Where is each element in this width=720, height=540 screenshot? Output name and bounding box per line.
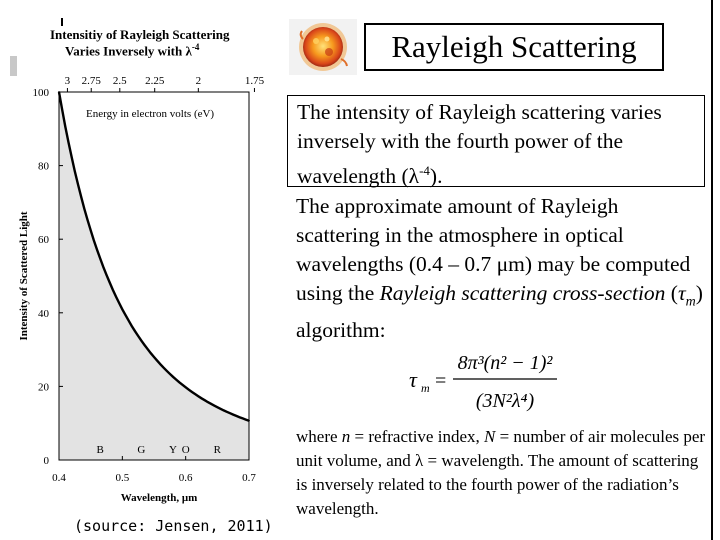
x-tick-label: 0.6 [179,472,193,484]
chart-subtitle-text: Varies Inversely with [65,43,186,59]
y-tick-label: 20 [38,381,50,393]
para2-mu: μ [496,252,509,276]
paragraph-definitions: where n = refractive index, N = number o… [287,425,712,521]
para2-text-3: ( [665,281,678,305]
x-tick-label: 0.7 [242,472,256,484]
y-tick-label: 80 [38,161,50,173]
color-band-label: R [214,444,222,456]
para2-italic: Rayleigh scattering cross-section [379,281,666,305]
rayleigh-formula: τ m = 8π³(n² − 1)² (3N²λ⁴) [409,352,557,412]
x-tick-label: 0.4 [52,472,66,484]
para3-lambda: λ [414,451,424,470]
top-tick-label: 3 [65,75,71,87]
para3-text-2: = refractive index, [350,427,484,446]
y-axis-label: Intensity of Scattered Light [18,211,30,340]
decorative-tick [61,18,63,26]
paragraph-intensity: The intensity of Rayleigh scattering var… [287,95,705,189]
top-tick-label: 1.75 [245,75,265,87]
para2-tau: τ [677,281,686,305]
para3-text-4: = wavelength. The amount of scattering i… [296,451,699,518]
para3-text-3: = number of air molecules per unit volum… [296,427,706,470]
sun-icon [289,19,357,75]
formula-denominator: (3N²λ⁴) [476,390,535,412]
area-fill [59,92,249,460]
y-tick-label: 40 [38,308,50,320]
formula-equals: = [435,370,446,392]
source-citation: (source: Jensen, 2011) [74,517,273,535]
para2-tau-sub: m [685,294,696,310]
top-tick-label: 2 [196,75,202,87]
top-tick-label: 2.25 [145,75,165,87]
chart-subtitle-lambda: λ [185,43,192,59]
formula-lhs-sub: m [421,381,430,395]
y-tick-label: 100 [33,87,50,99]
para1-text: The intensity of Rayleigh scattering var… [297,100,662,189]
slide-title-box: Rayleigh Scattering [364,23,664,71]
curve-line [57,91,250,422]
para3-N: N [484,427,496,446]
para3-text-1: where [296,427,342,446]
plot-frame [58,91,250,461]
formula-lhs: τ [409,367,418,392]
para1-end: ). [429,164,443,189]
chart-title: Intensitiy of Rayleigh Scattering [50,27,230,42]
para2-text-1: The approximate amount of Rayleigh scatt… [296,194,624,276]
color-band-label: O [182,444,190,456]
para2-text-4: ) algorithm: [296,281,703,343]
top-axis-label: Energy in electron volts (eV) [86,108,214,120]
para2-text-2: m) may be computed using the [296,252,691,305]
para1-exponent: -4 [419,163,430,178]
para1-lambda: λ [408,164,420,189]
color-band-label: Y [169,444,177,456]
para3-n: n [341,427,351,446]
rayleigh-chart: 0 20 40 60 80 100 0.4 0.5 0.6 0.7 3 2.75 2.5 2.25 2 1.7… [18,75,265,504]
top-tick-label: 2.5 [113,75,127,87]
chart-subtitle-exponent: -4 [191,42,200,52]
slide-title: Rayleigh Scattering [391,29,637,64]
x-tick-label: 0.5 [115,472,129,484]
decorative-bar [10,56,17,76]
formula-numerator: 8π³(n² − 1)² [458,352,554,374]
paragraph-cross-section: The approximate amount of Rayleigh scatt… [287,192,705,345]
y-tick-label: 60 [38,234,50,246]
y-tick-label: 0 [44,455,50,467]
top-tick-label: 2.75 [82,75,102,87]
color-band-label: B [96,444,103,456]
x-axis-label: Wavelength, μm [121,492,198,504]
color-band-label: G [137,444,145,456]
slide-edge-line [711,0,713,540]
chart-subtitle: Varies Inversely with λ-4 [65,42,199,59]
